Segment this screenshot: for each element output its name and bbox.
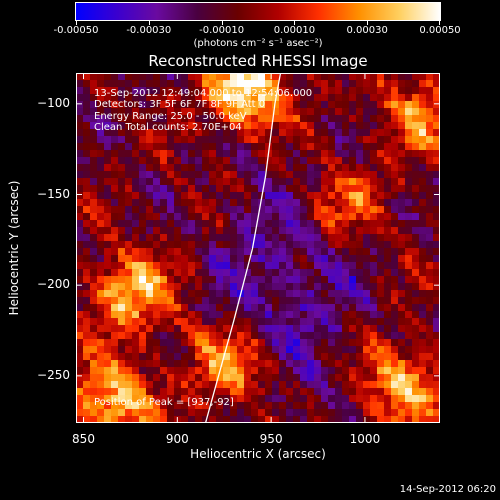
colorbar-tick-label: -0.00050 — [53, 25, 99, 36]
annotation-detectors: Detectors: 3F 5F 6F 7F 8F 9F Att 0 — [94, 99, 266, 110]
y-tick-label: −250 — [37, 367, 70, 382]
y-axis-label: Heliocentric Y (arcsec) — [7, 180, 21, 316]
colorbar-tick-label: -0.00010 — [199, 25, 245, 36]
y-tick-label: −150 — [37, 186, 70, 201]
annotation-time-range: 13-Sep-2012 12:49:04.000 to 12:54:06.000 — [94, 88, 313, 99]
colorbar-tick — [221, 20, 223, 25]
x-tick-label: 950 — [259, 432, 283, 446]
heatmap-pixels — [76, 73, 440, 423]
heatmap-image — [76, 73, 440, 423]
colorbar — [75, 2, 441, 21]
colorbar-tick-label: -0.00030 — [126, 25, 172, 36]
colorbar-units-label: (photons cm⁻² s⁻¹ asec⁻²) — [193, 38, 323, 49]
generation-timestamp: 14-Sep-2012 06:20 — [399, 484, 496, 495]
annotation-energy-range: Energy Range: 25.0 - 50.0 keV — [94, 111, 247, 122]
colorbar-tick — [367, 20, 369, 25]
y-tick-label: −200 — [37, 277, 70, 292]
heatmap-plot — [76, 73, 440, 423]
x-tick-label: 1000 — [349, 432, 381, 446]
annotation-peak-position: Position of Peak = [937,-92] — [94, 397, 234, 408]
annotation-total-counts: Clean Total counts: 2.70E+04 — [94, 122, 242, 133]
x-tick-label: 850 — [72, 432, 95, 446]
colorbar-tick — [148, 20, 150, 25]
colorbar-tick — [76, 20, 77, 25]
plot-title: Reconstructed RHESSI Image — [148, 52, 368, 70]
x-axis-label: Heliocentric X (arcsec) — [190, 447, 326, 461]
colorbar-tick-label: 0.00010 — [273, 25, 316, 36]
x-tick-label: 900 — [165, 432, 189, 446]
colorbar-tick-label: 0.00030 — [346, 25, 388, 36]
colorbar-tick-label: 0.00050 — [419, 25, 461, 36]
y-tick-label: −100 — [37, 95, 70, 110]
colorbar-tick — [439, 20, 440, 25]
colorbar-tick — [294, 20, 296, 25]
colorbar-gradient — [76, 3, 440, 20]
solar-limb-line — [204, 73, 282, 423]
